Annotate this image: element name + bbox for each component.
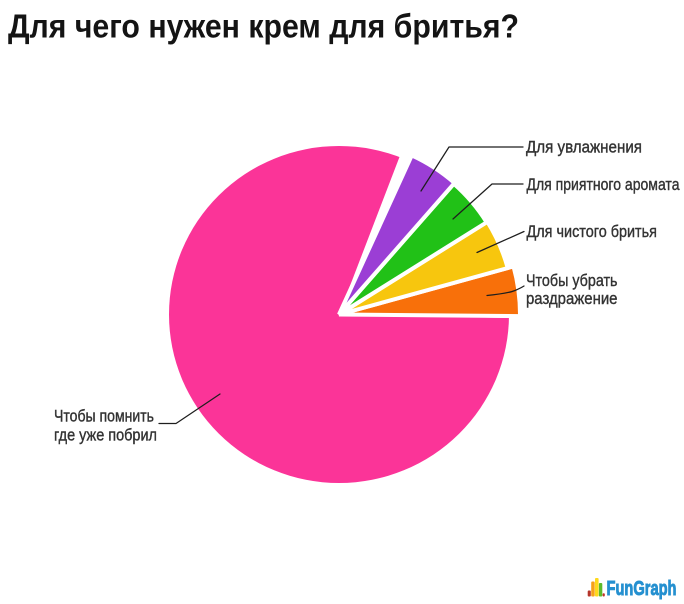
svg-text:FunGraph: FunGraph	[607, 578, 677, 600]
svg-text:Чтобы помнить: Чтобы помнить	[54, 407, 154, 425]
svg-text:раздражение: раздражение	[526, 290, 618, 308]
svg-text:Для увлажнения: Для увлажнения	[526, 138, 642, 156]
svg-text:Чтобы убрать: Чтобы убрать	[526, 272, 618, 290]
svg-text:где уже побрил: где уже побрил	[54, 426, 157, 444]
svg-text:Для приятного аромата: Для приятного аромата	[527, 176, 681, 194]
svg-text:Для чего нужен крем для бритья: Для чего нужен крем для бритья?	[8, 7, 519, 44]
svg-text:Для чистого бритья: Для чистого бритья	[527, 223, 658, 241]
